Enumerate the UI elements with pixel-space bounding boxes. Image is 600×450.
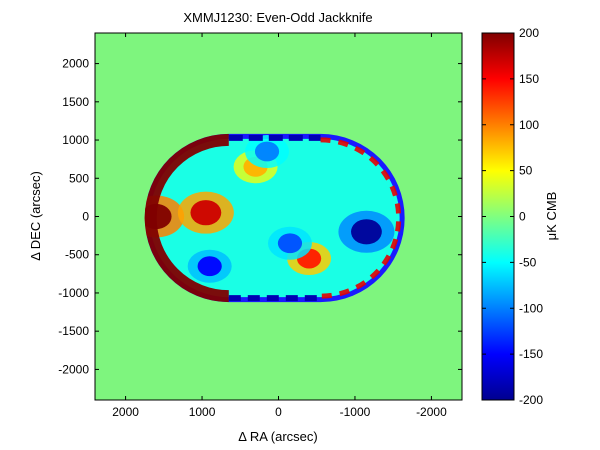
feature-core [197,256,222,277]
colorbar-label: μK CMB [544,192,559,241]
feature-core [190,200,222,226]
y-tick-label: 1000 [62,133,89,147]
y-tick-label: 1500 [62,95,89,109]
colorbar-tick-label: -100 [519,301,543,315]
colorbar-tick-label: 150 [519,72,539,86]
y-tick-label: 0 [82,210,89,224]
coverage-interior [144,133,401,303]
colorbar-tick-label: -200 [519,393,543,407]
y-tick-label: 500 [69,171,89,185]
y-tick-label: 2000 [62,57,89,71]
colorbar-tick-label: -50 [519,255,537,269]
y-axis-ticks: 2000 1500 1000 500 0 -500 -1000 -1500 -2000 [58,57,462,376]
chart-title: XMMJ1230: Even-Odd Jackknife [183,10,372,25]
right-rim [320,137,401,299]
feature-core [277,233,303,254]
x-tick-label: 1000 [189,405,216,419]
left-rim [144,133,229,303]
colorbar-ticks: 200 150 100 50 0 -50 -100 -150 -200 [482,26,543,407]
x-tick-label: -1000 [340,405,371,419]
x-tick-label: -2000 [416,405,447,419]
colorbar-tick-label: -150 [519,347,543,361]
x-axis-label: Δ RA (arcsec) [238,429,317,444]
colorbar-tick-label: 200 [519,26,539,40]
y-axis-label: Δ DEC (arcsec) [28,171,43,261]
colorbar-tick-label: 0 [519,210,526,224]
colorbar-tick-label: 100 [519,118,539,132]
y-tick-label: -1500 [58,324,89,338]
y-tick-label: -500 [65,248,89,262]
y-tick-label: -2000 [58,362,89,376]
feature-core [254,141,280,162]
y-tick-label: -1000 [58,286,89,300]
colorbar [481,32,515,401]
x-axis-ticks: 2000 1000 0 -1000 -2000 [112,33,447,419]
colorbar-tick-label: 50 [519,164,533,178]
x-tick-label: 0 [275,405,282,419]
feature-core [351,219,382,245]
heatmap-plot-area [95,33,462,400]
x-tick-label: 2000 [112,405,139,419]
map-layer [144,133,405,303]
